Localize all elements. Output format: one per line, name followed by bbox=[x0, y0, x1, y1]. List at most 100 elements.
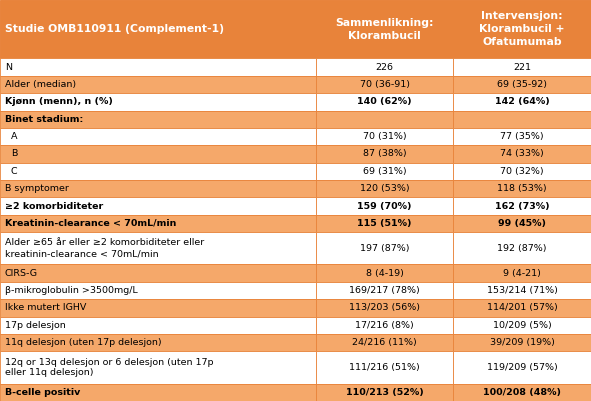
Bar bbox=[316, 232, 453, 264]
Text: A: A bbox=[11, 132, 17, 141]
Text: Studie OMB110911 (Complement-1): Studie OMB110911 (Complement-1) bbox=[5, 24, 224, 34]
Bar bbox=[0, 180, 316, 197]
Bar bbox=[453, 334, 591, 351]
Text: 192 (87%): 192 (87%) bbox=[498, 244, 547, 253]
Bar bbox=[453, 384, 591, 401]
Text: 115 (51%): 115 (51%) bbox=[358, 219, 412, 228]
Bar bbox=[0, 59, 316, 76]
Bar bbox=[316, 93, 453, 111]
Text: 169/217 (78%): 169/217 (78%) bbox=[349, 286, 420, 295]
Bar bbox=[0, 93, 316, 111]
Bar bbox=[0, 384, 316, 401]
Text: 10/209 (5%): 10/209 (5%) bbox=[493, 321, 551, 330]
Bar bbox=[0, 264, 316, 282]
Text: 226: 226 bbox=[376, 63, 394, 72]
Text: 153/214 (71%): 153/214 (71%) bbox=[487, 286, 557, 295]
Bar bbox=[453, 145, 591, 163]
Bar bbox=[316, 145, 453, 163]
Bar bbox=[0, 145, 316, 163]
Text: Intervensjon:
Klorambucil +
Ofatumumab: Intervensjon: Klorambucil + Ofatumumab bbox=[479, 11, 565, 47]
Bar bbox=[316, 0, 453, 59]
Text: Ikke mutert IGHV: Ikke mutert IGHV bbox=[5, 303, 86, 312]
Text: 159 (70%): 159 (70%) bbox=[358, 202, 412, 211]
Text: 12q or 13q delesjon or 6 delesjon (uten 17p
eller 11q delesjon): 12q or 13q delesjon or 6 delesjon (uten … bbox=[5, 358, 213, 377]
Text: 8 (4-19): 8 (4-19) bbox=[366, 269, 404, 277]
Bar bbox=[0, 111, 316, 128]
Text: 39/209 (19%): 39/209 (19%) bbox=[490, 338, 554, 347]
Bar bbox=[316, 76, 453, 93]
Bar bbox=[453, 282, 591, 299]
Text: 87 (38%): 87 (38%) bbox=[363, 150, 407, 158]
Bar bbox=[0, 0, 316, 59]
Bar bbox=[316, 128, 453, 145]
Text: 119/209 (57%): 119/209 (57%) bbox=[487, 363, 557, 372]
Bar bbox=[316, 180, 453, 197]
Text: 11q delesjon (uten 17p delesjon): 11q delesjon (uten 17p delesjon) bbox=[5, 338, 161, 347]
Text: 140 (62%): 140 (62%) bbox=[358, 97, 412, 106]
Text: ≥2 komorbiditeter: ≥2 komorbiditeter bbox=[5, 202, 103, 211]
Bar bbox=[0, 316, 316, 334]
Text: 69 (35-92): 69 (35-92) bbox=[497, 80, 547, 89]
Text: Binet stadium:: Binet stadium: bbox=[5, 115, 83, 124]
Text: 70 (32%): 70 (32%) bbox=[501, 167, 544, 176]
Bar bbox=[453, 0, 591, 59]
Bar bbox=[453, 316, 591, 334]
Bar bbox=[316, 299, 453, 316]
Bar bbox=[0, 163, 316, 180]
Bar bbox=[453, 93, 591, 111]
Bar bbox=[0, 232, 316, 264]
Bar bbox=[316, 316, 453, 334]
Bar bbox=[0, 299, 316, 316]
Text: N: N bbox=[5, 63, 12, 72]
Bar bbox=[453, 59, 591, 76]
Text: β-mikroglobulin >3500mg/L: β-mikroglobulin >3500mg/L bbox=[5, 286, 138, 295]
Bar bbox=[453, 180, 591, 197]
Bar bbox=[453, 264, 591, 282]
Text: 70 (31%): 70 (31%) bbox=[363, 132, 407, 141]
Text: 111/216 (51%): 111/216 (51%) bbox=[349, 363, 420, 372]
Bar bbox=[316, 197, 453, 215]
Text: Kreatinin-clearance < 70mL/min: Kreatinin-clearance < 70mL/min bbox=[5, 219, 176, 228]
Text: 100/208 (48%): 100/208 (48%) bbox=[483, 388, 561, 397]
Text: 118 (53%): 118 (53%) bbox=[498, 184, 547, 193]
Text: 120 (53%): 120 (53%) bbox=[360, 184, 410, 193]
Text: Alder (median): Alder (median) bbox=[5, 80, 76, 89]
Bar bbox=[0, 76, 316, 93]
Text: B: B bbox=[11, 150, 17, 158]
Text: 197 (87%): 197 (87%) bbox=[360, 244, 410, 253]
Text: C: C bbox=[11, 167, 17, 176]
Bar bbox=[0, 215, 316, 232]
Text: 70 (36-91): 70 (36-91) bbox=[360, 80, 410, 89]
Text: Kjønn (menn), n (%): Kjønn (menn), n (%) bbox=[5, 97, 113, 106]
Bar bbox=[453, 232, 591, 264]
Text: 114/201 (57%): 114/201 (57%) bbox=[487, 303, 557, 312]
Text: 69 (31%): 69 (31%) bbox=[363, 167, 407, 176]
Text: 9 (4-21): 9 (4-21) bbox=[503, 269, 541, 277]
Bar bbox=[453, 128, 591, 145]
Text: Sammenlikning:
Klorambucil: Sammenlikning: Klorambucil bbox=[336, 18, 434, 41]
Bar bbox=[316, 59, 453, 76]
Text: Alder ≥65 år eller ≥2 komorbiditeter eller
kreatinin-clearance < 70mL/min: Alder ≥65 år eller ≥2 komorbiditeter ell… bbox=[5, 238, 204, 258]
Bar bbox=[316, 215, 453, 232]
Text: 162 (73%): 162 (73%) bbox=[495, 202, 550, 211]
Bar bbox=[316, 264, 453, 282]
Text: B symptomer: B symptomer bbox=[5, 184, 69, 193]
Bar bbox=[453, 215, 591, 232]
Bar bbox=[0, 128, 316, 145]
Bar bbox=[316, 111, 453, 128]
Bar bbox=[316, 334, 453, 351]
Text: 24/216 (11%): 24/216 (11%) bbox=[352, 338, 417, 347]
Bar bbox=[0, 197, 316, 215]
Text: 17p delesjon: 17p delesjon bbox=[5, 321, 66, 330]
Text: CIRS-G: CIRS-G bbox=[5, 269, 38, 277]
Text: 110/213 (52%): 110/213 (52%) bbox=[346, 388, 424, 397]
Text: B-celle positiv: B-celle positiv bbox=[5, 388, 80, 397]
Text: 142 (64%): 142 (64%) bbox=[495, 97, 550, 106]
Bar bbox=[0, 351, 316, 384]
Bar bbox=[316, 384, 453, 401]
Bar bbox=[453, 299, 591, 316]
Bar bbox=[453, 111, 591, 128]
Bar bbox=[316, 282, 453, 299]
Text: 99 (45%): 99 (45%) bbox=[498, 219, 546, 228]
Bar bbox=[453, 163, 591, 180]
